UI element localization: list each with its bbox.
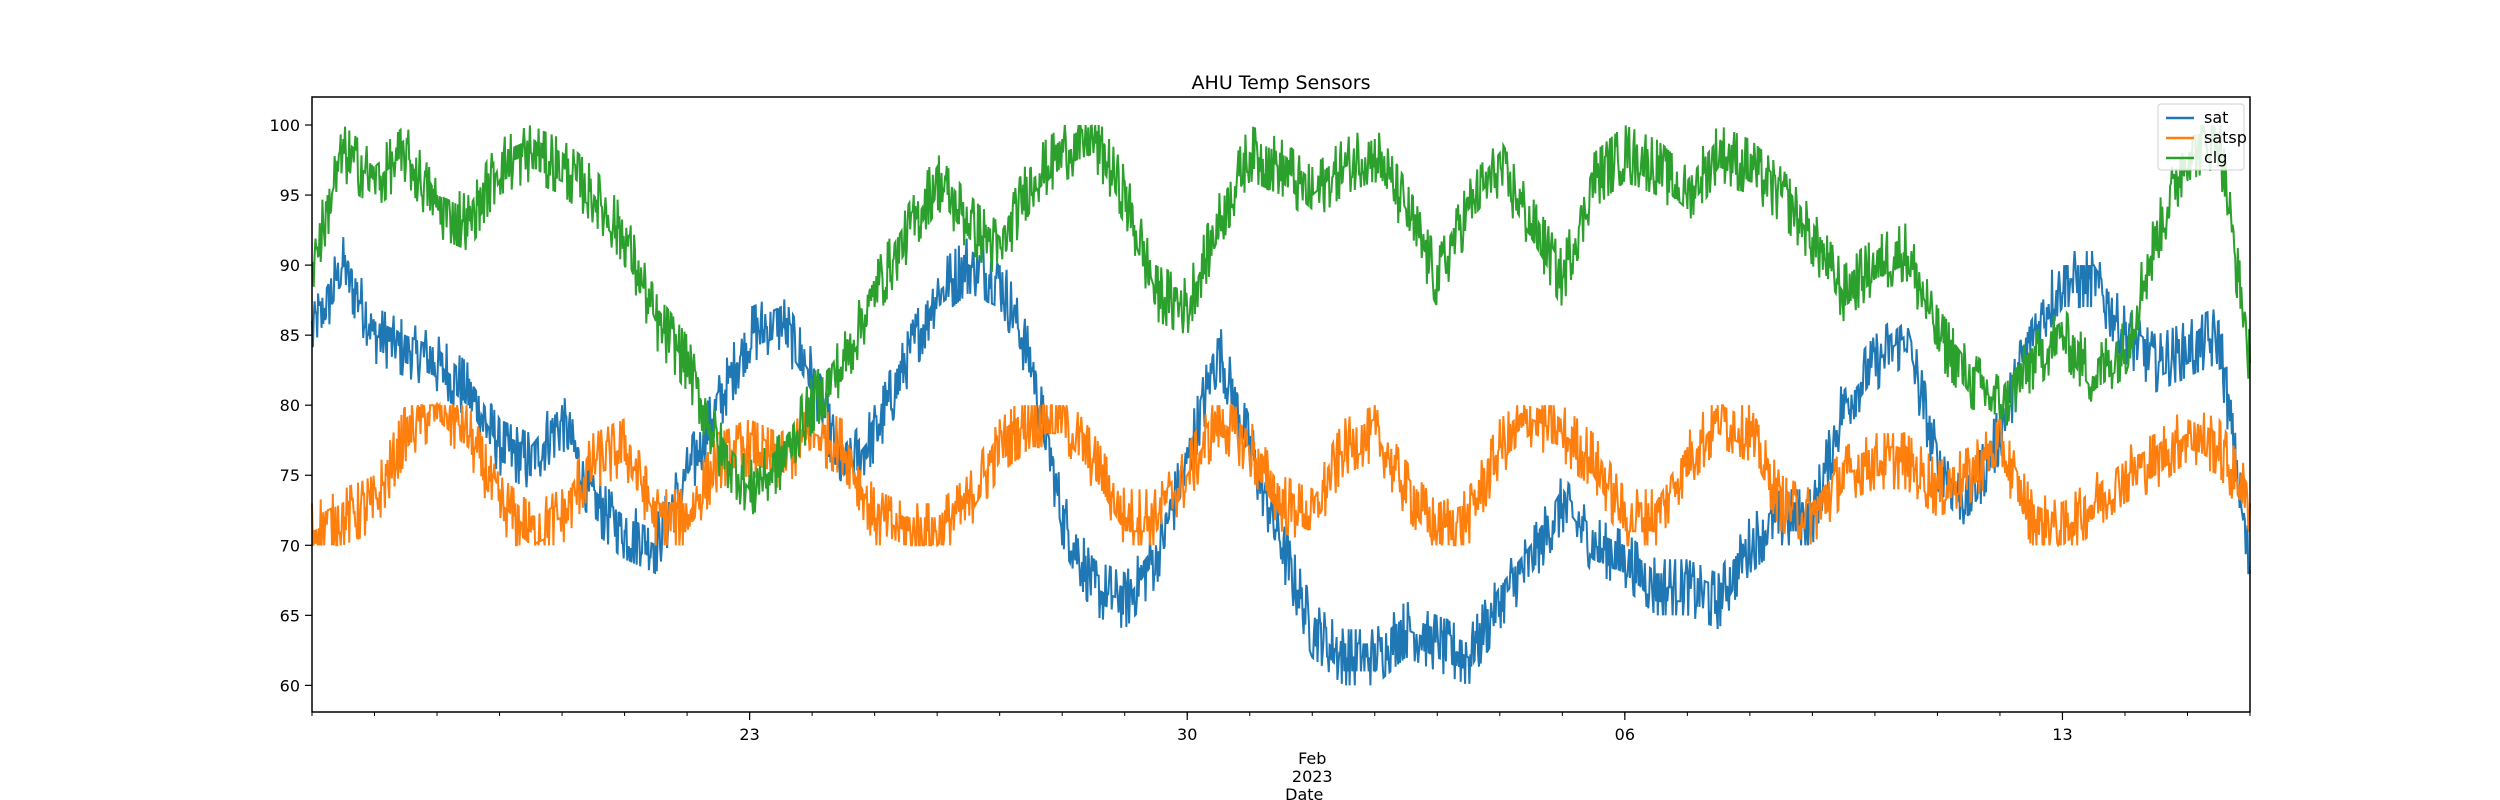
y-tick-label: 100 — [269, 116, 300, 135]
series-line-satsp — [311, 401, 2251, 548]
x-axis-title: Date — [1285, 785, 1323, 800]
y-axis: 60 65 70 75 80 85 90 95 100 — [269, 116, 312, 695]
legend-label-sat: sat — [2204, 108, 2228, 127]
x-tick-label: 06 — [1615, 725, 1635, 744]
x-axis: 23 30 06 13 — [311, 712, 2251, 744]
y-tick-label: 75 — [280, 466, 300, 485]
x-tick-label: 13 — [2052, 725, 2072, 744]
y-tick-label: 60 — [280, 676, 300, 695]
series-line-sat — [311, 237, 2251, 686]
x-tick-label: 23 — [739, 725, 759, 744]
y-tick-label: 95 — [280, 186, 300, 205]
plot-data — [311, 124, 2251, 686]
legend-label-clg: clg — [2204, 148, 2227, 167]
legend-box — [2157, 103, 2245, 171]
x-month-label: Feb — [1298, 749, 1326, 768]
y-tick-label: 70 — [280, 536, 300, 555]
y-tick-label: 80 — [280, 396, 300, 415]
x-year-label: 2023 — [1292, 767, 1333, 786]
y-tick-label: 90 — [280, 256, 300, 275]
plot-frame — [311, 96, 2251, 713]
y-tick-label: 85 — [280, 326, 300, 345]
legend-label-satsp: satsp — [2204, 128, 2247, 147]
series-line-clg — [311, 124, 2251, 515]
x-tick-label: 30 — [1177, 725, 1197, 744]
chart-title: AHU Temp Sensors — [1192, 72, 1371, 94]
y-tick-label: 65 — [280, 606, 300, 625]
